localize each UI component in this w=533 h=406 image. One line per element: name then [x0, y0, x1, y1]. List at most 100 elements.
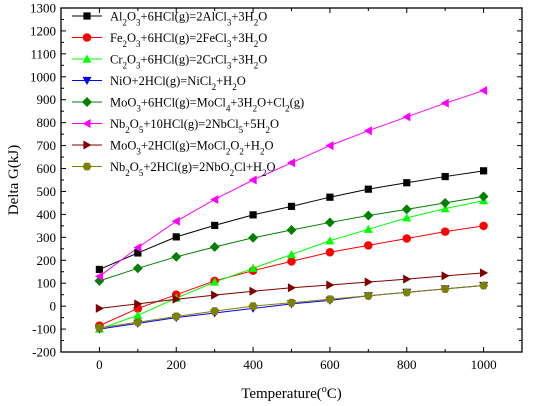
- data-point: [441, 271, 450, 281]
- legend-label: Nb2O5+10HCl(g)=2NbCl5+5H2O: [110, 117, 279, 135]
- legend-label-subscript: 2: [226, 147, 231, 157]
- y-tick-label: 0: [50, 299, 57, 314]
- legend-label-text: +3H: [231, 31, 253, 45]
- x-tick-label: 200: [167, 357, 187, 372]
- data-point: [287, 158, 296, 168]
- x-tick-label: 800: [397, 357, 417, 372]
- legend-label: NiO+2HCl(g)=NiCl2+H2O: [110, 74, 246, 92]
- data-point: [364, 185, 372, 193]
- legend-label-text: O+Cl: [257, 96, 285, 110]
- legend-label-subscript: 2: [123, 18, 128, 28]
- legend-item: Nb2O5+10HCl(g)=2NbCl5+5H2O: [72, 117, 279, 135]
- data-point: [441, 172, 449, 181]
- legend-swatch-marker: [82, 97, 92, 107]
- data-point: [94, 275, 105, 286]
- data-point: [479, 86, 488, 96]
- legend-label-text: +H: [244, 139, 260, 153]
- data-point: [363, 210, 374, 221]
- legend-label-subscript: 2: [285, 104, 290, 114]
- y-tick-label: 800: [37, 115, 57, 130]
- legend-label-text: O: [230, 139, 239, 153]
- legend-label-subscript: 2: [260, 147, 265, 157]
- y-tick-label: -200: [32, 345, 56, 360]
- legend-swatch-marker: [82, 119, 91, 128]
- data-point: [249, 286, 258, 296]
- data-point: [210, 307, 220, 316]
- legend-label-subscript: 2: [212, 82, 217, 92]
- legend-label-text: O: [258, 31, 267, 45]
- legend-label-text: O: [130, 160, 139, 174]
- data-point: [171, 216, 180, 226]
- legend-label-text: +6HCl(g)=2AlCl: [141, 10, 228, 24]
- legend-label-subscript: 2: [125, 125, 130, 135]
- data-point: [133, 310, 143, 319]
- legend-item: Cr2O3+6HCl(g)=2CrCl3+3H2O: [72, 53, 267, 71]
- legend-label-text: +3H: [230, 96, 252, 110]
- legend-label-subscript: 3: [227, 61, 232, 71]
- data-point: [287, 257, 296, 266]
- data-point: [479, 281, 489, 290]
- legend-label-text: +2HCl(g)=2NbO: [143, 160, 229, 174]
- legend-label-text: O: [258, 10, 267, 24]
- legend-label-subscript: 2: [253, 104, 258, 114]
- legend-label-subscript: 2: [254, 39, 259, 49]
- data-point: [403, 179, 411, 187]
- legend-label-text: O: [127, 53, 136, 67]
- data-point: [325, 295, 335, 304]
- x-tick-label: 400: [243, 357, 263, 372]
- data-point: [133, 243, 142, 253]
- legend-label-text: Fe: [110, 31, 123, 45]
- legend-label-text: Al: [110, 10, 123, 24]
- series-line-2: [99, 225, 484, 327]
- data-point: [403, 274, 412, 284]
- legend-label-text: +3H: [231, 10, 253, 24]
- data-point: [209, 242, 220, 252]
- legend-label-text: Nb: [110, 117, 125, 131]
- y-tick-label: -100: [32, 322, 56, 337]
- data-point: [325, 141, 334, 151]
- legend-label: MoO3+2HCl(g)=MoCl2O2+H2O: [110, 139, 273, 157]
- data-point: [363, 126, 372, 136]
- data-point: [440, 197, 451, 208]
- legend-swatch-marker: [82, 162, 92, 171]
- legend-label-text: O: [264, 139, 273, 153]
- legend-label-text: +3H: [231, 53, 253, 67]
- data-point: [402, 234, 412, 243]
- legend-label-text: O: [127, 10, 136, 24]
- data-point: [440, 204, 450, 213]
- legend-item: MoO3+6HCl(g)=MoCl4+3H2O+Cl2(g): [72, 96, 304, 114]
- legend-label-text: MoO: [110, 139, 136, 153]
- legend-label-subscript: 2: [266, 125, 271, 135]
- data-point: [440, 227, 450, 236]
- legend: Al2O3+6HCl(g)=2AlCl3+3H2OFe2O3+6HCl(g)=2…: [72, 10, 304, 178]
- data-point: [479, 268, 489, 278]
- legend-label-subscript: 2: [254, 61, 259, 71]
- y-axis-label: Delta G(kJ): [6, 145, 22, 215]
- data-point: [171, 312, 181, 321]
- legend-label-text: NiO+2HCl(g)=NiCl: [110, 74, 212, 88]
- legend-swatch-marker: [82, 54, 92, 63]
- legend-swatch-marker: [83, 140, 92, 150]
- x-axis-label-main: Temperature(: [241, 386, 322, 402]
- legend-label: Cr2O3+6HCl(g)=2CrCl3+3H2O: [110, 53, 267, 71]
- y-tick-label: 300: [37, 230, 57, 245]
- x-axis-label-degree: o: [322, 384, 327, 395]
- data-point: [363, 224, 373, 233]
- legend-label-text: Cr: [110, 53, 123, 67]
- data-point: [402, 213, 412, 222]
- legend-label: MoO3+6HCl(g)=MoCl4+3H2O+Cl2(g): [110, 96, 304, 114]
- legend-label-text: +6HCl(g)=MoCl: [141, 96, 226, 110]
- legend-label-subscript: 3: [136, 18, 141, 28]
- legend-item: Al2O3+6HCl(g)=2AlCl3+3H2O: [72, 10, 267, 28]
- legend-label-subscript: 4: [226, 104, 231, 114]
- legend-label-text: +H: [216, 74, 232, 88]
- legend-label: Nb2O5+2HCl(g)=2NbO2Cl+H2O: [110, 160, 276, 178]
- x-tick-label: 600: [320, 357, 340, 372]
- data-point: [171, 251, 182, 262]
- y-tick-label: 600: [37, 161, 57, 176]
- legend-label-text: MoO: [110, 96, 136, 110]
- data-point: [94, 271, 104, 281]
- x-axis-label-unit: C): [327, 386, 342, 402]
